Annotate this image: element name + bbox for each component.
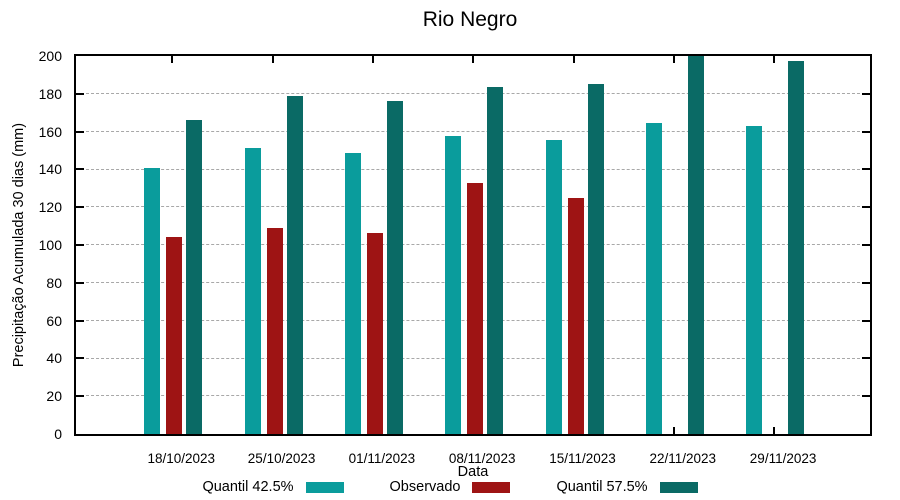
y-tick-mark bbox=[862, 206, 870, 209]
bar-quantil-57.5--01-11-2023 bbox=[386, 101, 403, 434]
y-tick-mark bbox=[862, 130, 870, 133]
legend-label: Quantil 57.5% bbox=[556, 479, 648, 495]
bar-quantil-42.5--15-11-2023 bbox=[545, 140, 562, 434]
legend-label: Quantil 42.5% bbox=[202, 479, 294, 495]
y-tick-mark bbox=[76, 130, 84, 133]
x-tick-label: 01/11/2023 bbox=[348, 451, 416, 466]
bar-observado-18-10-2023 bbox=[166, 237, 183, 434]
bar-quantil-57.5--18-10-2023 bbox=[186, 120, 203, 434]
bar-quantil-42.5--25-10-2023 bbox=[244, 147, 261, 434]
y-tick-label: 20 bbox=[46, 388, 62, 405]
y-tick-mark bbox=[76, 92, 84, 95]
bar-quantil-57.5--22-11-2023 bbox=[687, 56, 704, 434]
x-tick-label: 25/10/2023 bbox=[247, 451, 316, 466]
bar-observado-15-11-2023 bbox=[567, 197, 584, 434]
x-tick-mark bbox=[572, 56, 575, 63]
y-tick-mark bbox=[862, 357, 870, 360]
bar-quantil-57.5--25-10-2023 bbox=[286, 95, 303, 434]
legend: Quantil 42.5% Observado Quantil 57.5% bbox=[0, 479, 900, 495]
x-tick-label: 15/11/2023 bbox=[549, 451, 616, 466]
bar-quantil-42.5--18-10-2023 bbox=[144, 168, 161, 434]
y-tick-label: 40 bbox=[46, 350, 62, 367]
y-tick-mark bbox=[76, 168, 84, 171]
legend-item-quantil-57.5-: Quantil 57.5% bbox=[556, 479, 698, 495]
y-tick-mark bbox=[76, 281, 84, 284]
y-tick-mark bbox=[76, 395, 84, 398]
y-tick-mark bbox=[862, 92, 870, 95]
chart-title: Rio Negro bbox=[422, 8, 518, 31]
bar-quantil-57.5--29-11-2023 bbox=[788, 60, 805, 434]
y-tick-label: 180 bbox=[38, 85, 62, 102]
y-tick-label: 140 bbox=[38, 161, 62, 178]
plot-area bbox=[74, 54, 872, 436]
x-tick-label: 22/11/2023 bbox=[649, 451, 717, 466]
y-tick-label: 120 bbox=[38, 199, 62, 216]
x-tick-mark bbox=[271, 56, 274, 63]
y-tick-mark bbox=[862, 244, 870, 246]
y-tick-mark bbox=[76, 244, 84, 246]
y-tick-mark bbox=[76, 319, 84, 322]
legend-swatch bbox=[659, 481, 698, 493]
y-tick-label: 200 bbox=[38, 48, 62, 64]
y-tick-label: 160 bbox=[38, 123, 62, 140]
x-tick-label: 29/11/2023 bbox=[749, 451, 817, 466]
bar-quantil-42.5--01-11-2023 bbox=[344, 153, 361, 434]
x-tick-mark bbox=[371, 56, 374, 63]
legend-item-observado: Observado bbox=[390, 479, 511, 495]
legend-label: Observado bbox=[389, 479, 461, 495]
x-tick-mark bbox=[472, 56, 475, 63]
y-tick-mark bbox=[76, 357, 84, 360]
gridline bbox=[76, 168, 870, 170]
y-tick-mark bbox=[862, 395, 870, 398]
y-tick-label: 100 bbox=[38, 237, 62, 253]
x-tick-label: 08/11/2023 bbox=[448, 451, 516, 466]
y-tick-mark bbox=[862, 319, 870, 322]
x-tick-mark bbox=[672, 56, 675, 63]
bar-quantil-42.5--08-11-2023 bbox=[445, 136, 462, 434]
gridline bbox=[76, 130, 870, 132]
x-axis-title: Data bbox=[457, 464, 489, 480]
y-tick-mark bbox=[862, 281, 870, 284]
bar-quantil-57.5--15-11-2023 bbox=[587, 84, 604, 434]
x-tick-mark bbox=[773, 427, 776, 434]
bar-observado-01-11-2023 bbox=[366, 232, 383, 434]
bar-quantil-42.5--29-11-2023 bbox=[746, 125, 763, 434]
bar-quantil-42.5--22-11-2023 bbox=[645, 123, 662, 434]
bar-observado-25-10-2023 bbox=[266, 227, 283, 434]
y-tick-label: 80 bbox=[46, 274, 62, 291]
x-tick-label: 18/10/2023 bbox=[147, 451, 216, 466]
x-tick-mark bbox=[773, 56, 776, 63]
x-tick-mark bbox=[672, 427, 675, 434]
bar-observado-08-11-2023 bbox=[467, 182, 484, 434]
bar-quantil-57.5--08-11-2023 bbox=[487, 87, 504, 434]
legend-swatch bbox=[472, 481, 511, 493]
x-tick-mark bbox=[171, 56, 174, 63]
legend-swatch bbox=[305, 481, 344, 493]
y-tick-label: 60 bbox=[46, 312, 62, 329]
y-tick-mark bbox=[76, 206, 84, 209]
legend-item-quantil-42.5-: Quantil 42.5% bbox=[202, 479, 344, 495]
y-tick-label: 0 bbox=[54, 426, 62, 442]
gridline bbox=[76, 93, 870, 95]
y-tick-mark bbox=[862, 168, 870, 171]
